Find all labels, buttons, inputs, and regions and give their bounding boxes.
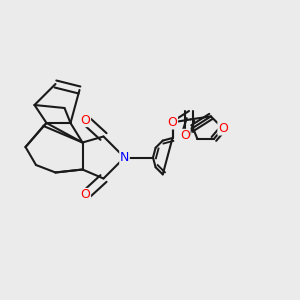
Text: O: O: [180, 129, 190, 142]
Text: O: O: [81, 188, 90, 202]
Text: O: O: [168, 116, 177, 129]
Text: O: O: [81, 113, 90, 127]
Text: O: O: [218, 122, 228, 135]
Text: N: N: [120, 151, 129, 164]
